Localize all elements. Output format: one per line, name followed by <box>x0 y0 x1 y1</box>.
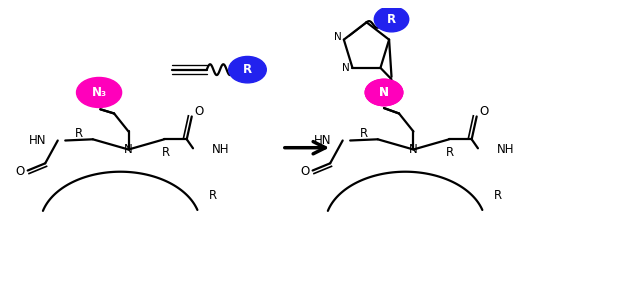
Ellipse shape <box>366 79 403 106</box>
Ellipse shape <box>374 7 409 32</box>
Text: N: N <box>343 63 350 73</box>
Text: HN: HN <box>29 134 47 147</box>
Text: NH: NH <box>212 143 229 156</box>
Text: O: O <box>195 105 204 118</box>
Ellipse shape <box>366 79 403 106</box>
Text: O: O <box>300 165 310 178</box>
Text: R: R <box>387 13 396 26</box>
Text: N: N <box>124 143 133 156</box>
Text: R: R <box>446 146 454 159</box>
Text: N: N <box>379 86 389 99</box>
Text: N: N <box>409 143 418 156</box>
Ellipse shape <box>229 56 266 83</box>
Text: R: R <box>162 146 169 159</box>
Text: N₃: N₃ <box>91 86 107 99</box>
Text: R: R <box>494 189 502 202</box>
Text: NH: NH <box>497 143 514 156</box>
Text: R: R <box>209 189 217 202</box>
Text: O: O <box>15 165 25 178</box>
Ellipse shape <box>77 78 121 108</box>
Text: HN: HN <box>314 134 332 147</box>
Text: N: N <box>334 32 341 42</box>
Text: R: R <box>360 127 368 140</box>
Text: R: R <box>75 127 83 140</box>
Text: N: N <box>379 86 389 99</box>
Text: O: O <box>480 105 489 118</box>
Text: R: R <box>243 63 252 76</box>
